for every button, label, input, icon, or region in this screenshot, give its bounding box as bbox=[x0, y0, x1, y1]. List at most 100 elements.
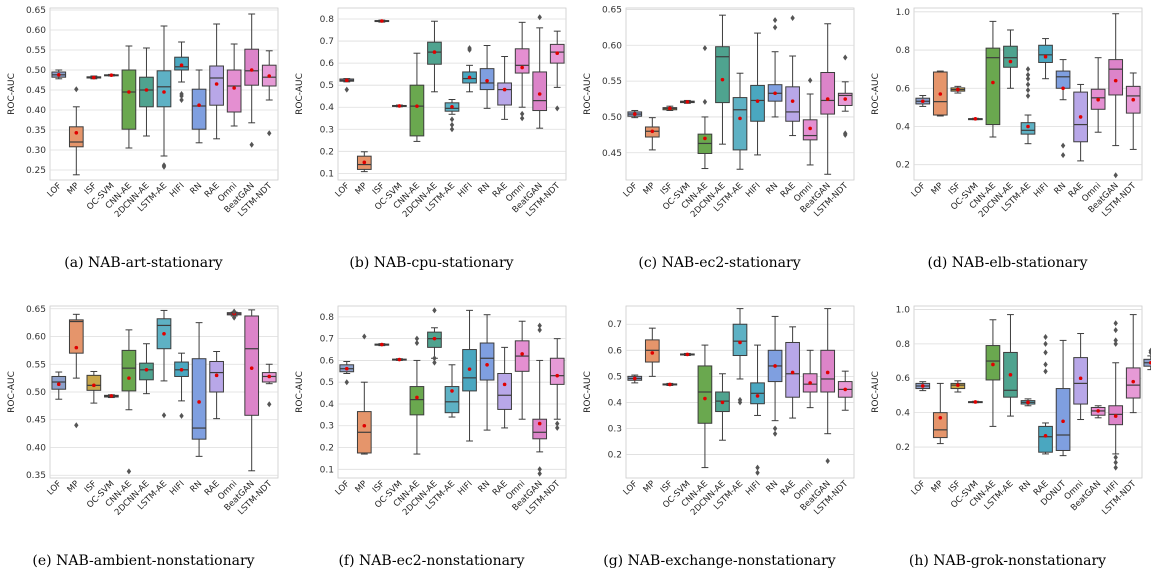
mean-marker bbox=[450, 389, 454, 393]
plot-area bbox=[337, 7, 567, 181]
mean-marker bbox=[179, 368, 184, 372]
mean-marker bbox=[537, 421, 542, 426]
mean-marker bbox=[1131, 379, 1136, 384]
outlier-marker bbox=[432, 307, 437, 314]
mean-marker bbox=[1026, 124, 1030, 129]
box-LOF bbox=[339, 361, 355, 386]
y-tick-label: 0.4 bbox=[896, 409, 911, 419]
outlier-marker bbox=[161, 412, 167, 419]
x-tick-label: RN bbox=[1052, 181, 1068, 197]
y-axis-label: ROC-AUC bbox=[295, 73, 305, 115]
mean-marker bbox=[1113, 78, 1118, 83]
mean-marker bbox=[1008, 373, 1013, 377]
y-tick-label: 0.2 bbox=[896, 161, 910, 171]
y-tick-label: 0.4 bbox=[608, 398, 623, 408]
y-tick-label: 0.55 bbox=[602, 77, 622, 87]
mean-marker bbox=[991, 362, 995, 367]
box-MP bbox=[932, 70, 948, 117]
y-tick-label: 0.2 bbox=[896, 443, 910, 453]
x-tick-label: RN bbox=[476, 181, 492, 197]
mean-marker bbox=[485, 78, 489, 83]
box-RAE bbox=[785, 326, 800, 419]
mean-marker bbox=[432, 50, 437, 54]
y-tick-label: 0.65 bbox=[26, 6, 46, 16]
x-tick-label: LOF bbox=[621, 479, 639, 497]
box-LOF bbox=[627, 374, 643, 384]
box-ISF bbox=[86, 370, 102, 404]
mean-marker bbox=[668, 382, 672, 387]
plot-area bbox=[913, 305, 1143, 479]
mean-marker bbox=[632, 112, 637, 116]
box-body bbox=[497, 82, 512, 106]
box-OC-SVM bbox=[392, 357, 407, 362]
y-axis-label: ROC-AUC bbox=[871, 73, 881, 115]
box-LSTM-NDT bbox=[549, 338, 565, 431]
chart-panel-1: 0.25 0.30 0.35 0.40 0.45 0.50 0.55 0.60 0.65 ROC-… bbox=[7, 6, 279, 220]
mean-marker bbox=[74, 345, 79, 350]
x-tick-label: HIFI bbox=[168, 181, 187, 200]
box-HIFI bbox=[750, 344, 765, 476]
y-tick-label: 0.40 bbox=[26, 443, 46, 453]
mean-marker bbox=[938, 416, 943, 420]
box-RN bbox=[191, 322, 207, 457]
y-tick-label: 0.65 bbox=[602, 5, 622, 15]
box-body bbox=[226, 69, 242, 113]
mean-marker bbox=[214, 82, 219, 86]
outlier-marker bbox=[414, 335, 420, 342]
box-RAE bbox=[209, 23, 224, 140]
outlier-marker bbox=[1043, 368, 1048, 375]
y-tick-label: 0.4 bbox=[320, 400, 335, 410]
mean-marker bbox=[502, 87, 507, 92]
box-MP bbox=[644, 327, 660, 377]
outlier-marker bbox=[1025, 75, 1031, 82]
mean-marker bbox=[920, 384, 925, 388]
box-body bbox=[68, 319, 84, 354]
outlier-marker bbox=[1025, 71, 1031, 78]
outlier-marker bbox=[1043, 333, 1048, 340]
mean-marker bbox=[162, 90, 166, 94]
mean-marker bbox=[650, 351, 655, 355]
y-tick-label: 1.0 bbox=[896, 305, 911, 315]
box-RAE bbox=[497, 346, 512, 429]
box-MP bbox=[68, 86, 84, 176]
y-tick-label: 0.60 bbox=[602, 41, 622, 51]
y-tick-label: 0.50 bbox=[26, 66, 46, 76]
y-tick-label: 0.55 bbox=[26, 46, 46, 56]
x-tick-label: HIFI bbox=[456, 181, 475, 200]
panel-caption: (d) NAB-elb-stationary bbox=[927, 255, 1088, 271]
x-tick-label: MP bbox=[930, 479, 946, 495]
box-RN bbox=[479, 44, 495, 109]
box-CNN-AE bbox=[121, 329, 137, 475]
mean-marker bbox=[344, 78, 349, 83]
outlier-marker bbox=[449, 116, 455, 123]
box-body bbox=[1003, 45, 1018, 68]
box-body bbox=[409, 386, 425, 416]
box-body bbox=[121, 349, 137, 392]
mean-marker bbox=[397, 104, 402, 108]
box-RAE bbox=[1038, 333, 1053, 455]
outlier-marker bbox=[1060, 152, 1066, 159]
box-BeatGAN bbox=[244, 13, 260, 148]
panel-caption: (h) NAB-grok-nonstationary bbox=[908, 553, 1107, 569]
box-OC-SVM bbox=[104, 73, 119, 77]
y-tick-label: 0.5 bbox=[320, 378, 334, 388]
box-2DCNN-AE bbox=[427, 20, 442, 93]
mean-marker bbox=[668, 106, 672, 111]
box-LSTM-AE bbox=[156, 25, 172, 170]
mean-marker bbox=[144, 368, 149, 372]
box-2DCNN-AE bbox=[715, 373, 730, 441]
box-LSTM-AE bbox=[732, 72, 748, 170]
box-body bbox=[697, 365, 713, 424]
box-CNN-AE bbox=[985, 20, 1001, 138]
box-BeatGAN bbox=[820, 23, 836, 175]
box-2DCNN-AE bbox=[715, 14, 730, 145]
x-tick-label: MP bbox=[354, 479, 370, 495]
box-OC-SVM bbox=[680, 352, 695, 357]
outlier-marker bbox=[74, 86, 79, 93]
y-tick-label: 0.3 bbox=[608, 424, 622, 434]
y-tick-label: 0.4 bbox=[320, 103, 335, 113]
box-HIFI bbox=[462, 45, 477, 93]
mean-marker bbox=[790, 99, 795, 103]
y-tick-label: 0.1 bbox=[320, 169, 334, 179]
box-2DCNN-AE bbox=[427, 307, 442, 366]
